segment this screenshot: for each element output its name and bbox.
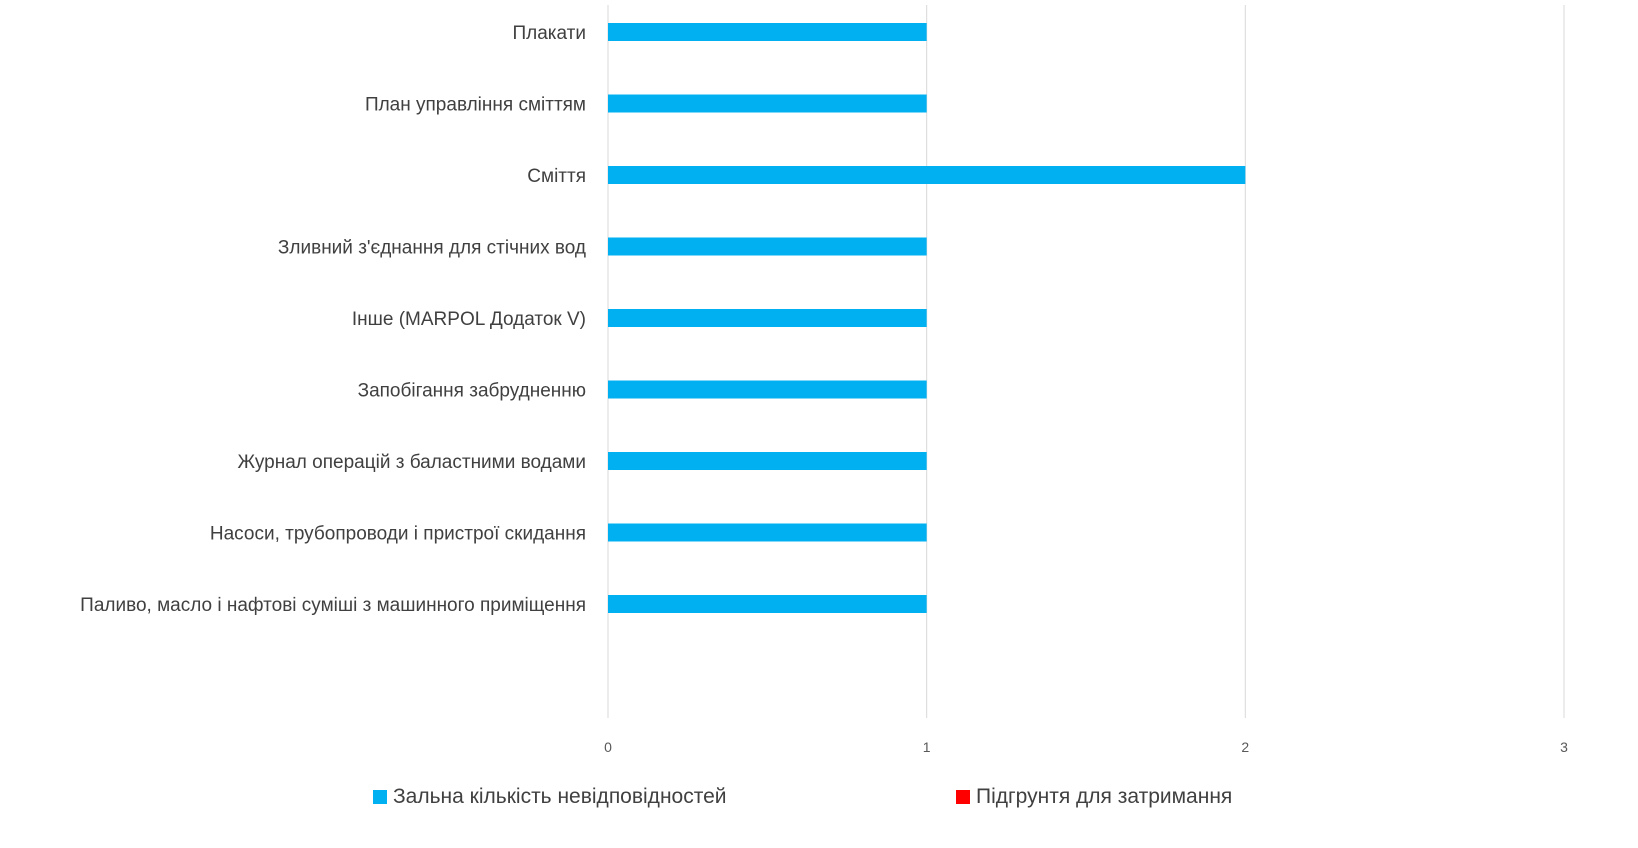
- category-label: Сміття: [527, 166, 586, 187]
- category-label: План управління сміттям: [365, 95, 586, 116]
- legend-label-detention: Підгрунтя для затримання: [976, 785, 1233, 808]
- bars: [608, 23, 1246, 613]
- bar-series-0: [608, 237, 927, 256]
- category-label: Зливний з'єднання для стічних вод: [278, 238, 586, 259]
- category-labels: Плакати План управління сміттям Сміття Злив…: [80, 23, 586, 616]
- legend-label-total: Зальна кількість невідповідностей: [393, 785, 727, 808]
- x-tick-label-0: 0: [604, 739, 612, 755]
- bar-series-0: [608, 523, 927, 542]
- category-label: Паливо, масло і нафтові суміші з машинно…: [80, 595, 586, 616]
- bar-series-0: [608, 452, 927, 470]
- legend: Зальна кількість невідповідностей Підгру…: [0, 780, 1638, 814]
- legend-swatch-detention: [956, 790, 970, 804]
- bar-series-0: [608, 23, 927, 41]
- bar-series-0: [608, 380, 927, 399]
- category-label: Плакати: [512, 23, 586, 44]
- tick-labels: 0 1 2 3: [604, 739, 1568, 755]
- category-label: Інше (MARPOL Додаток V): [352, 309, 586, 330]
- legend-item-detention-grounds: Підгрунтя для затримання: [956, 780, 1232, 814]
- bar-series-0: [608, 166, 1246, 184]
- bar-series-0: [608, 595, 927, 613]
- x-tick-label-2: 2: [1241, 739, 1249, 755]
- legend-item-total-nonconformities: Зальна кількість невідповідностей: [373, 780, 727, 814]
- x-tick-label-1: 1: [923, 739, 931, 755]
- legend-swatch-total: [373, 790, 387, 804]
- x-tick-label-3: 3: [1560, 739, 1568, 755]
- category-label: Насоси, трубопроводи і пристрої скидання: [210, 524, 586, 545]
- category-label: Журнал операцій з баластними водами: [238, 452, 586, 473]
- bar-series-0: [608, 309, 927, 327]
- bar-series-0: [608, 94, 927, 113]
- category-label: Запобігання забрудненню: [358, 381, 586, 402]
